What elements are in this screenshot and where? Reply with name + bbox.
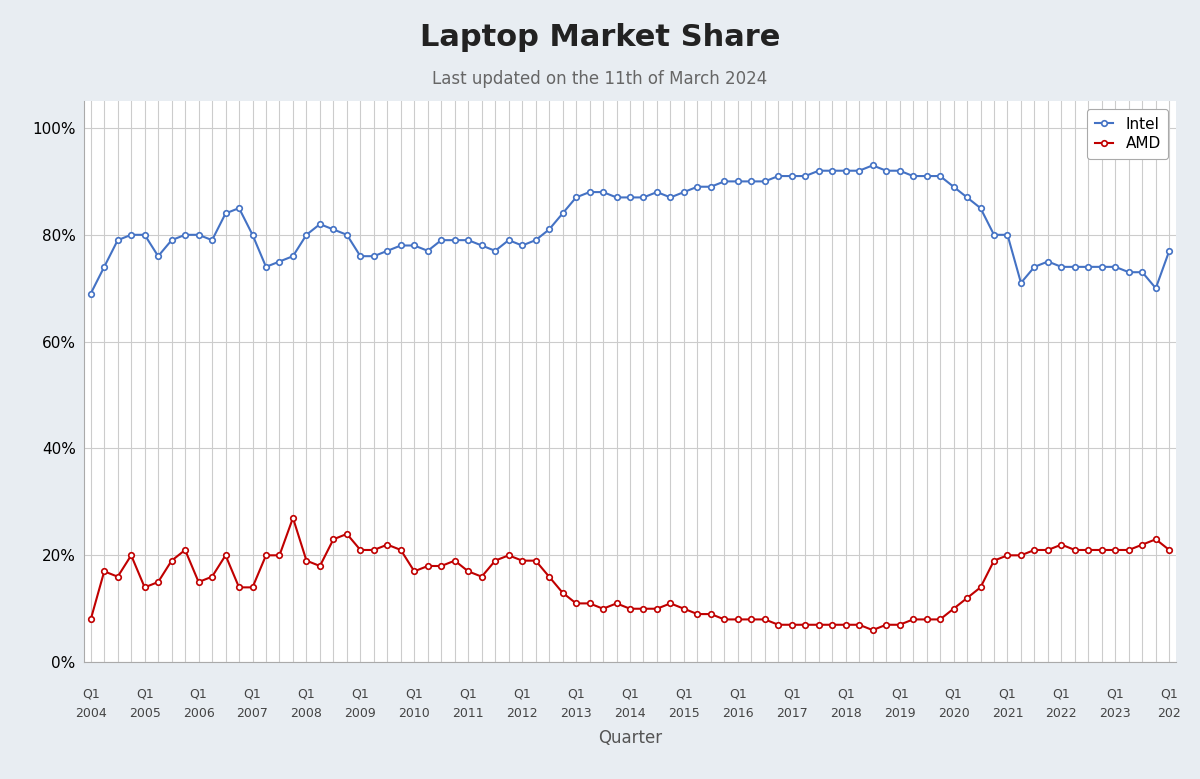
Legend: Intel, AMD: Intel, AMD	[1087, 109, 1169, 159]
Text: Q1: Q1	[676, 687, 692, 700]
Text: 2022: 2022	[1045, 707, 1078, 720]
Text: Q1: Q1	[460, 687, 478, 700]
Intel	[84, 289, 98, 298]
Intel	[1068, 263, 1082, 272]
Text: Q1: Q1	[1052, 687, 1070, 700]
AMD	[690, 609, 704, 619]
Text: Q1: Q1	[406, 687, 424, 700]
Line: AMD: AMD	[88, 515, 1172, 633]
Text: 2009: 2009	[344, 707, 377, 720]
Text: Q1: Q1	[622, 687, 638, 700]
Intel	[1027, 263, 1042, 272]
Text: Q1: Q1	[514, 687, 532, 700]
AMD	[1081, 545, 1096, 555]
Text: Q1: Q1	[890, 687, 908, 700]
Text: 2015: 2015	[668, 707, 700, 720]
Text: 2018: 2018	[830, 707, 862, 720]
Text: 2014: 2014	[614, 707, 646, 720]
Text: 2005: 2005	[128, 707, 161, 720]
Intel	[677, 188, 691, 197]
Text: Q1: Q1	[82, 687, 100, 700]
Text: 2011: 2011	[452, 707, 484, 720]
Text: 2008: 2008	[290, 707, 323, 720]
AMD	[1040, 545, 1055, 555]
AMD	[772, 620, 786, 629]
Text: Q1: Q1	[190, 687, 208, 700]
Text: Q1: Q1	[998, 687, 1016, 700]
Text: 2012: 2012	[506, 707, 538, 720]
Text: Q1: Q1	[836, 687, 854, 700]
Text: 2021: 2021	[991, 707, 1024, 720]
Text: 2020: 2020	[937, 707, 970, 720]
Text: Laptop Market Share: Laptop Market Share	[420, 23, 780, 52]
Intel	[1162, 246, 1176, 256]
Intel	[893, 166, 907, 175]
AMD	[1162, 545, 1176, 555]
Text: Quarter: Quarter	[598, 729, 662, 748]
Text: 2019: 2019	[884, 707, 916, 720]
Text: Q1: Q1	[298, 687, 316, 700]
Text: Q1: Q1	[1106, 687, 1124, 700]
Text: Last updated on the 11th of March 2024: Last updated on the 11th of March 2024	[432, 70, 768, 88]
Text: Q1: Q1	[568, 687, 584, 700]
Text: 2016: 2016	[722, 707, 754, 720]
Text: 2017: 2017	[776, 707, 808, 720]
Intel	[757, 177, 772, 186]
Text: Q1: Q1	[728, 687, 746, 700]
Text: 2010: 2010	[398, 707, 430, 720]
Text: Q1: Q1	[136, 687, 154, 700]
AMD	[286, 513, 300, 523]
AMD	[906, 615, 920, 624]
Text: Q1: Q1	[944, 687, 962, 700]
Text: 2006: 2006	[182, 707, 215, 720]
Text: 2023: 2023	[1099, 707, 1132, 720]
Text: Q1: Q1	[782, 687, 800, 700]
Text: 2004: 2004	[74, 707, 107, 720]
AMD	[84, 615, 98, 624]
Text: Q1: Q1	[244, 687, 262, 700]
Text: Q1: Q1	[352, 687, 370, 700]
Text: 202: 202	[1157, 707, 1181, 720]
AMD	[986, 556, 1001, 566]
Line: Intel: Intel	[88, 163, 1172, 296]
Text: 2007: 2007	[236, 707, 269, 720]
Intel	[973, 203, 988, 213]
Text: 2013: 2013	[560, 707, 592, 720]
Text: Q1: Q1	[1160, 687, 1178, 700]
Intel	[865, 160, 880, 170]
AMD	[865, 626, 880, 635]
